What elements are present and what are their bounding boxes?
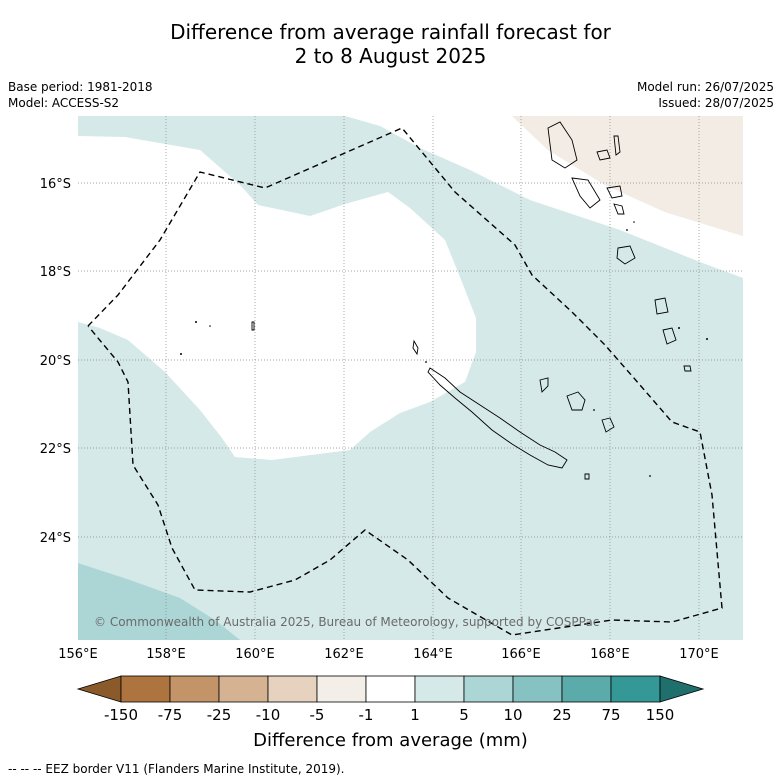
colorbar-title: Difference from average (mm) [253,730,528,751]
vanuatu-epi [613,203,625,215]
vanuatu-efate [616,245,636,265]
rain-band-neutral-central [78,136,476,460]
lon-label-156e: 156°E [58,647,98,662]
lon-label-168e: 168°E [590,647,630,662]
latitude-labels: 16°S 18°S 20°S 22°S 24°S [40,177,71,546]
graticule [78,116,743,640]
meta-right: Model run: 26/07/2025 Issued: 28/07/2025 [637,79,774,111]
colorbar-tick-label: 150 [646,706,675,724]
footnote-eez: -- -- -- EEZ border V11 (Flanders Marine… [8,762,345,776]
base-period-text: Base period: 1981-2018 [8,80,153,94]
vanuatu-tanna [662,327,677,345]
colorbar-tick-label: -1 [359,706,374,724]
vanuatu-malakula [571,177,601,209]
rain-band-neutral-northeast [345,116,743,278]
lat-label-24s: 24°S [40,531,71,546]
colorbar-segment-1 [120,675,171,703]
eez-border [87,127,723,636]
lon-label-162e: 162°E [324,647,364,662]
lat-label-22s: 22°S [40,442,71,457]
lon-label-160e: 160°E [235,647,275,662]
model-run-text: Model run: 26/07/2025 [636,80,774,94]
loyalty-island-mare [601,417,615,433]
coastlines [251,121,692,480]
colorbar-tick-label: -75 [158,706,183,724]
lon-label-158e: 158°E [146,647,186,662]
title-line-2: 2 to 8 August 2025 [294,44,487,68]
colorbar-tick-label: 1 [410,706,420,724]
colorbar-segment-4 [267,675,318,703]
colorbar-tick-label: -150 [104,706,138,724]
colorbar-tick-label: 5 [459,706,469,724]
vanuatu-maewo [613,135,621,156]
lon-label-164e: 164°E [413,647,453,662]
vanuatu-pentecost [596,149,611,161]
lat-label-16s: 16°S [40,177,71,192]
colorbar-segment-10 [561,675,612,703]
colorbar-segment-3 [218,675,269,703]
lat-label-20s: 20°S [40,354,71,369]
copyright-text: © Commonwealth of Australia 2025, Bureau… [94,615,599,629]
colorbar-extend-low [76,675,122,703]
colorbar-segment-5 [316,675,367,703]
map-area [78,116,743,640]
lon-label-166e: 166°E [501,647,541,662]
vanuatu-espiritu-santo [547,121,578,169]
colorbar-segment-7 [414,675,465,703]
lon-label-170e: 170°E [679,647,719,662]
colorbar-segment-6 [365,675,416,703]
colorbar-segment-2 [169,675,220,703]
colorbar-tick-label: 25 [552,706,571,724]
chesterfield-isle-a [251,321,255,331]
colorbar-tick-label: -10 [256,706,281,724]
vanuatu-aneityum [683,365,692,372]
longitude-labels: 156°E 158°E 160°E 162°E 164°E 166°E 168°… [58,647,719,662]
title-line-1: Difference from average rainfall forecas… [170,20,611,44]
vanuatu-erromango [654,297,669,315]
colorbar-extend-high [659,675,705,703]
colorbar-segment-11 [610,675,661,703]
lat-label-18s: 18°S [40,265,71,280]
colorbar-tick-label: -25 [207,706,232,724]
walpole-island [584,473,590,480]
colorbar-segment-9 [512,675,563,703]
loyalty-island-ouvea [539,377,549,393]
meta-left: Base period: 1981-2018 Model: ACCESS-S2 [8,79,153,111]
colorbar-tick-label: 10 [503,706,522,724]
model-text: Model: ACCESS-S2 [8,96,120,110]
loyalty-island-lifou [566,391,586,411]
belep-islands [412,339,419,356]
colorbar: -150 -75 -25 -10 -5 -1 1 5 10 25 75 150 [76,675,705,724]
rain-band-5-10 [78,563,240,640]
issued-text: Issued: 28/07/2025 [658,96,774,110]
page-title: Difference from average rainfall forecas… [0,20,781,68]
rain-band-dry-northeast [512,116,743,236]
colorbar-segment-8 [463,675,514,703]
vanuatu-ambrym [606,185,623,199]
colorbar-tick-label: 75 [601,706,620,724]
colorbar-tick-label: -5 [310,706,325,724]
small-islets [180,221,708,477]
new-caledonia-main-island [427,367,568,469]
